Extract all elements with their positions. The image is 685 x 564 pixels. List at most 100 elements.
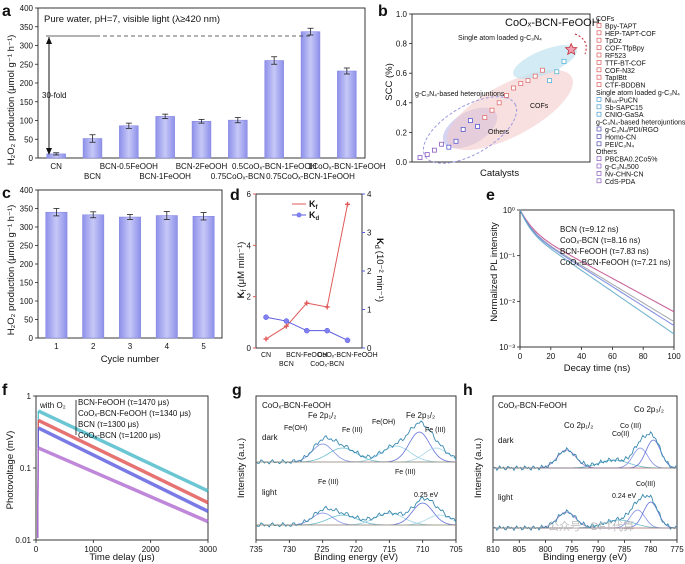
panel-b-letter: b xyxy=(378,3,388,20)
watermark: 公众号 · DFT代算 xyxy=(548,519,634,533)
panel-b-highlight-arrow xyxy=(574,33,587,55)
panel-g-fe3-3: Fe (III) xyxy=(318,479,339,486)
panel-b-point xyxy=(554,69,560,75)
panel-d-point-kd xyxy=(324,327,330,334)
panel-b-legend-marker xyxy=(596,60,602,65)
panel-g-xtick-label: 725 xyxy=(316,545,330,554)
panel-f-legend: BCN-FeOOH (τ=1470 μs) CoOₓ-BCN-FeOOH (τ=1… xyxy=(78,398,191,440)
panel-e-ytick-label: 10⁻³ xyxy=(499,343,515,352)
panel-c-ytick-label: 0 xyxy=(29,334,34,343)
panel-b-ann-oth: Others xyxy=(488,129,510,136)
panel-d-legend-kf-sub: f xyxy=(316,205,319,211)
panel-b-legend-item: PEI/C₃N₄ xyxy=(605,142,634,149)
panel-h-xticks: 810 805 800 795 790 785 780 775 xyxy=(486,540,684,554)
panel-b-ellipse-sa xyxy=(513,45,577,79)
panel-h-xtick-label: 775 xyxy=(670,545,684,554)
panel-a-bars xyxy=(46,27,357,159)
panel-h-xtick-label: 780 xyxy=(644,545,658,554)
panel-b-star xyxy=(564,42,578,56)
panel-d-ytick-left: 0 xyxy=(247,344,252,353)
panel-b-point xyxy=(475,124,481,129)
panel-b-legend-marker xyxy=(596,30,602,36)
panel-h-xlabel: Binding energy (eV) xyxy=(543,552,627,563)
panel-d-yl-unit: (μM min⁻¹) xyxy=(236,242,247,288)
panel-f-yticks: 1 0.1 0.01 xyxy=(15,392,36,545)
panel-g-component xyxy=(256,445,456,463)
panel-b-point xyxy=(532,73,538,79)
panel-b-point xyxy=(518,81,524,86)
panel-b-yticks: 0.0 0.2 0.4 0.6 0.8 1.0 xyxy=(396,10,412,167)
panel-b-legend-marker xyxy=(596,45,602,50)
panel-h-xtick-label: 800 xyxy=(539,545,553,554)
panel-a-ylabel: H₂O₂ production (μmol g⁻¹ h⁻¹) xyxy=(6,35,17,166)
panel-g-xtick-label: 705 xyxy=(449,545,463,554)
panel-a-ytick-label: 400 xyxy=(20,4,34,13)
panel-b-point xyxy=(503,93,509,98)
panel-h-co3b: Co(III) xyxy=(636,481,655,488)
panel-e: e Normalized PL intensity 10⁰ 10⁻¹ 10⁻² 10⁻… xyxy=(486,187,681,374)
panel-b-ytick-label: 0.2 xyxy=(396,128,408,137)
panel-b-point xyxy=(496,100,502,106)
panel-b-point xyxy=(467,118,473,123)
panel-c-ytick-label: 300 xyxy=(20,223,34,232)
panel-g-spectrum xyxy=(255,496,457,528)
panel-d-ytick-right: 0 xyxy=(367,344,372,353)
panel-f-rise xyxy=(37,447,39,539)
panel-d-point-kd xyxy=(344,337,351,344)
panel-f-curve xyxy=(37,446,209,524)
panel-a: a H₂O₂ production (μmol g⁻¹ h⁻¹) Pure wa… xyxy=(2,3,386,181)
panel-f-curve xyxy=(37,418,209,505)
panel-a-bar xyxy=(191,121,212,159)
panel-b-legend-group: Others xyxy=(596,149,618,156)
panel-b-legend-item: CNIO-GaSA xyxy=(605,112,644,119)
panel-h-lines xyxy=(492,430,678,532)
panel-g-xtick-label: 720 xyxy=(349,545,363,554)
panel-b-point xyxy=(424,152,430,158)
panel-b-ann-cof: COFs xyxy=(530,103,549,110)
panel-b-point xyxy=(561,58,567,64)
panel-a-xtick-label: BCN xyxy=(84,172,101,181)
panel-c-ytick-label: 100 xyxy=(20,297,34,306)
panel-h-ylabel: Intensity (a.u.) xyxy=(473,438,484,498)
panel-b-legend-item: TapIBtt xyxy=(605,75,627,82)
panel-b-frame xyxy=(411,13,591,163)
panel-a-ytick-label: 100 xyxy=(20,117,34,126)
panel-b-points xyxy=(417,42,578,160)
panel-f-ylabel: Photovoltage (mV) xyxy=(5,431,16,510)
panel-e-ytick-label: 10⁰ xyxy=(503,206,515,215)
panel-c-bar xyxy=(155,215,178,339)
panel-e-xtick-label: 40 xyxy=(577,352,586,361)
panel-b-legend-item: g-C₃N₄/PDI/RGO xyxy=(605,127,659,134)
panel-b-legend-marker xyxy=(596,178,602,184)
panel-e-xticks: 0 20 40 60 80 100 xyxy=(518,347,681,361)
panel-h-co12: Co 2p₁/₂ xyxy=(564,421,593,430)
panel-b-legend: COFsBpy-TAPTHEP-TAPT-COFTpDzCOF-TfpBpyRF… xyxy=(596,16,685,186)
panel-c-ytick-label: 250 xyxy=(20,242,34,251)
panel-e-yticks: 10⁰ 10⁻¹ 10⁻² 10⁻³ xyxy=(499,206,520,352)
panel-a-bar xyxy=(155,116,175,159)
panel-h-co2: Co(II) xyxy=(612,431,630,438)
panel-d-legend-kd-sub: d xyxy=(316,216,320,222)
panel-e-legend: BCN (τ=9.12 ns) CoOₓ-BCN (τ=8.16 ns) BCN-F… xyxy=(560,225,671,267)
panel-b-point xyxy=(446,144,452,150)
panel-g: g Intensity (a.u.) CoOₓ-BCN-FeOOH dark l… xyxy=(232,382,463,563)
panel-c-xticks: 1 2 3 4 5 xyxy=(54,342,206,351)
panel-d-xtick-label: CoOₓ-BCN-FeOOH xyxy=(317,352,377,359)
panel-b-legend-item: TpDz xyxy=(605,38,622,45)
panel-f-curve xyxy=(37,426,209,513)
panel-d-legend-kf: Kf xyxy=(309,199,319,211)
panel-d-ytick-right: 1 xyxy=(367,306,372,315)
panel-a-arrow-head-top xyxy=(46,37,52,44)
panel-b-legend-marker xyxy=(596,156,602,161)
panel-b-point xyxy=(439,141,445,147)
panel-d-legend-kd-marker xyxy=(296,212,302,218)
panel-a-xtick-label: CN xyxy=(50,162,62,171)
panel-g-xtick-label: 710 xyxy=(416,545,430,554)
panel-e-xtick-label: 20 xyxy=(546,352,555,361)
panel-a-bar xyxy=(337,70,357,159)
panel-h-shift: 0.24 eV xyxy=(612,493,636,500)
panel-e-legend-item: BCN (τ=9.12 ns) xyxy=(560,225,619,234)
panel-e-xtick-label: 100 xyxy=(667,352,681,361)
panel-e-xlabel: Decay time (ns) xyxy=(564,363,631,374)
